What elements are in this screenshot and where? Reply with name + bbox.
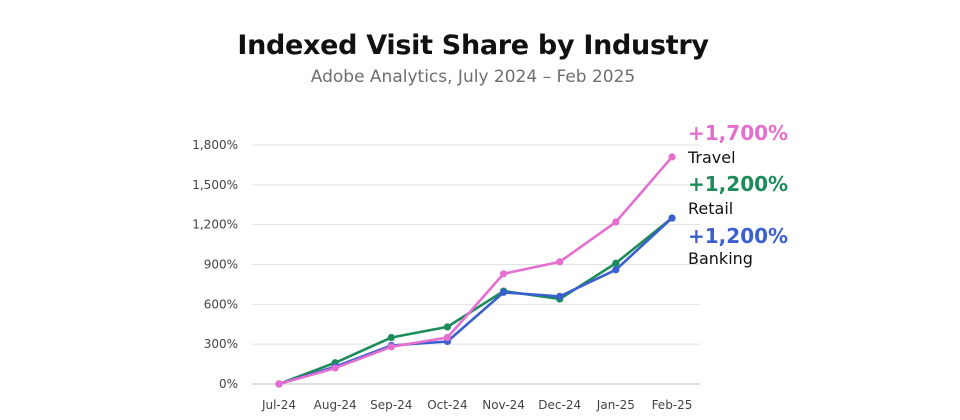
data-point [443, 323, 452, 331]
end-value-label: +1,700% [688, 121, 788, 145]
x-axis-ticks: Jul-24 Aug-24 Sep-24 Oct-24 Nov-24 Dec-24 Jan-… [261, 398, 692, 412]
series-name-label: Banking [688, 249, 753, 268]
end-value-label: +1,200% [688, 172, 788, 196]
series-line [277, 155, 674, 386]
end-value-label: +1,200% [688, 224, 788, 248]
data-point [387, 343, 395, 351]
y-tick-label: 600% [204, 297, 238, 311]
series-retail [275, 214, 676, 388]
y-axis-ticks: 0% 300% 600% 900% 1,200% 1,500% 1,800% [192, 138, 238, 391]
series-name-label: Travel [687, 148, 736, 167]
y-tick-label: 0% [219, 377, 238, 391]
x-tick-label: Jul-24 [261, 398, 296, 412]
series-group [275, 153, 676, 388]
x-tick-label: Sep-24 [370, 398, 412, 412]
data-point [556, 258, 564, 266]
data-point [499, 270, 508, 278]
data-point [331, 364, 339, 372]
gridlines [252, 144, 700, 385]
chart-title: Indexed Visit Share by Industry [237, 30, 709, 61]
data-point [668, 214, 676, 222]
chart-subtitle: Adobe Analytics, July 2024 – Feb 2025 [310, 67, 636, 87]
data-point [275, 380, 283, 388]
data-point [612, 218, 620, 226]
series-travel [275, 153, 676, 388]
y-tick-label: 1,500% [192, 178, 238, 192]
y-tick-label: 300% [204, 337, 238, 351]
series-line [277, 216, 674, 386]
y-tick-label: 1,800% [192, 138, 238, 152]
y-tick-label: 900% [204, 258, 238, 272]
data-point [499, 288, 508, 296]
data-point [612, 259, 620, 267]
y-tick-label: 1,200% [192, 218, 238, 232]
data-point [612, 266, 620, 274]
x-tick-label: Nov-24 [482, 398, 525, 412]
series-name-label: Retail [688, 199, 733, 218]
data-point [668, 153, 676, 161]
data-point [443, 333, 452, 342]
series-line [277, 216, 674, 386]
data-point [556, 292, 564, 300]
end-labels: +1,700%Travel+1,200%Retail+1,200%Banking [687, 121, 788, 268]
data-point [387, 333, 395, 342]
x-tick-label: Aug-24 [314, 398, 357, 412]
x-tick-label: Oct-24 [427, 398, 467, 412]
x-tick-label: Dec-24 [538, 398, 581, 412]
x-tick-label: Feb-25 [652, 398, 693, 412]
x-tick-label: Jan-25 [596, 398, 635, 412]
